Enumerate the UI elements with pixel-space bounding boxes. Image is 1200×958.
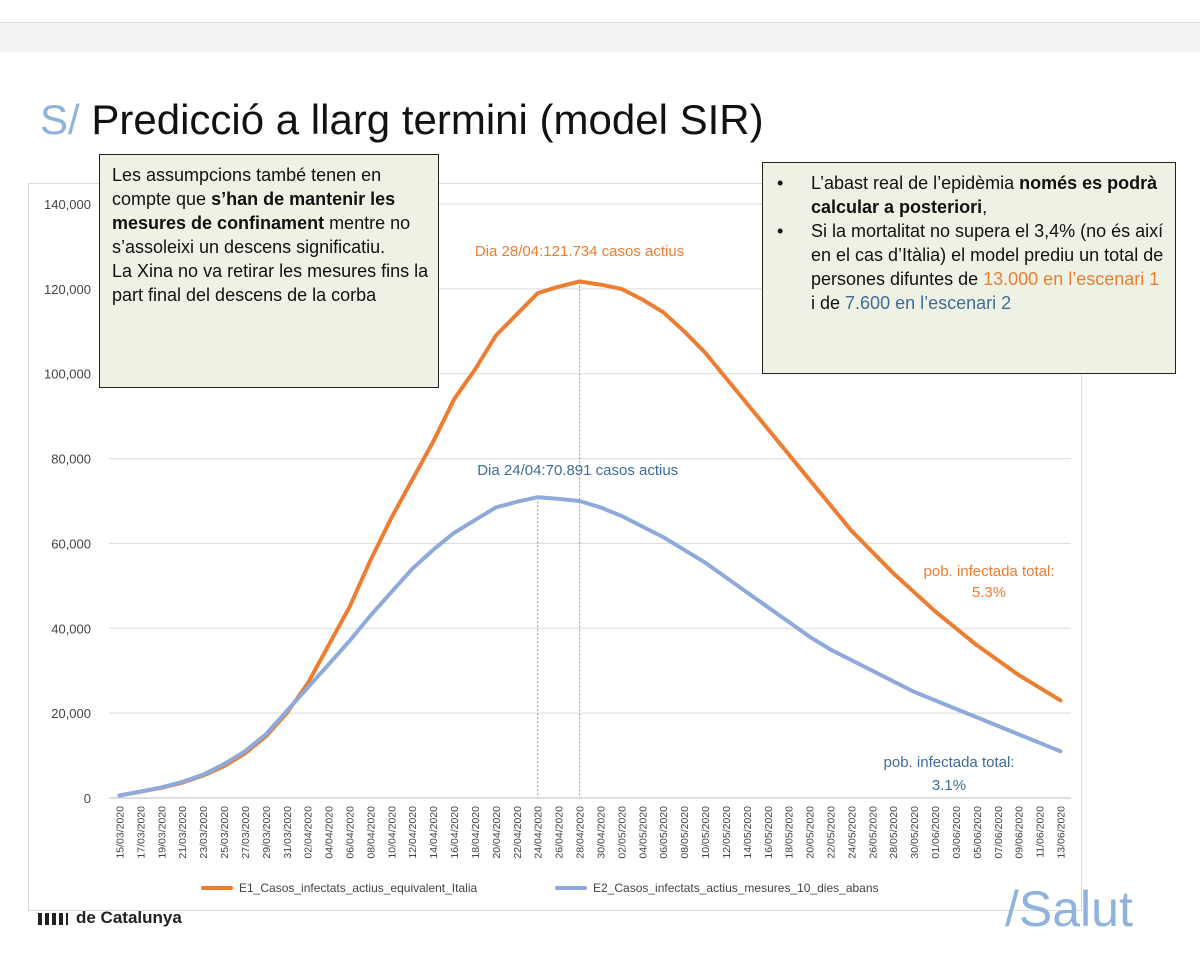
note-left-text-2: mentre no s’assoleixi un descens signifi… bbox=[112, 213, 411, 257]
x-tick-label: 14/05/2020 bbox=[742, 806, 754, 859]
x-tick-label: 30/05/2020 bbox=[909, 806, 921, 859]
item2-scenario-2: 7.600 en l’escenari 2 bbox=[845, 293, 1012, 313]
note-mortality-item-2: • Si la mortalitat no supera el 3,4% (no… bbox=[777, 219, 1167, 315]
item2-scenario-1: 13.000 en l’escenari 1 bbox=[983, 269, 1160, 289]
x-tick-label: 19/03/2020 bbox=[156, 806, 168, 859]
x-tick-label: 09/06/2020 bbox=[1014, 806, 1026, 859]
note-mortality-list: • L’abast real de l’epidèmia només es po… bbox=[777, 171, 1167, 315]
x-tick-label: 08/05/2020 bbox=[679, 806, 691, 859]
peak1-annotation: Dia 28/04:121.734 casos actius bbox=[475, 243, 684, 260]
note-mortality-item-1: • L’abast real de l’epidèmia només es po… bbox=[777, 171, 1167, 219]
x-tick-label: 28/04/2020 bbox=[575, 806, 587, 859]
x-tick-label: 13/06/2020 bbox=[1056, 806, 1068, 859]
bullet-icon: • bbox=[777, 221, 784, 241]
note-mortality: • L’abast real de l’epidèmia només es po… bbox=[762, 162, 1176, 374]
x-tick-label: 26/05/2020 bbox=[867, 806, 879, 859]
footer-salut-brand: /Salut bbox=[1005, 881, 1133, 937]
browser-top-bar bbox=[0, 0, 1200, 23]
item1-text-1: L’abast real de l’epidèmia bbox=[811, 173, 1020, 193]
x-tick-label: 22/04/2020 bbox=[512, 806, 524, 859]
y-tick-label: 60,000 bbox=[51, 536, 91, 551]
x-tick-label: 17/03/2020 bbox=[135, 806, 147, 859]
legend-label-1: E1_Casos_infectats_actius_equivalent_Ita… bbox=[239, 881, 477, 895]
item1-text-2: , bbox=[982, 197, 988, 217]
x-tick-label: 04/05/2020 bbox=[637, 806, 649, 859]
x-tick-label: 18/05/2020 bbox=[784, 806, 796, 859]
x-tick-label: 20/04/2020 bbox=[491, 806, 503, 859]
note-assumptions-p1: Les assumpcions també tenen en compte qu… bbox=[112, 163, 438, 259]
x-tick-label: 11/06/2020 bbox=[1035, 806, 1047, 858]
x-tick-label: 08/04/2020 bbox=[365, 806, 377, 859]
total1-annotation-line1: pob. infectada total: bbox=[924, 563, 1055, 580]
y-tick-label: 80,000 bbox=[51, 452, 91, 467]
x-tick-label: 30/04/2020 bbox=[595, 806, 607, 859]
x-tick-label: 22/05/2020 bbox=[826, 806, 838, 859]
x-tick-label: 12/04/2020 bbox=[407, 806, 419, 859]
x-tick-label: 26/04/2020 bbox=[554, 806, 566, 859]
x-tick-label: 18/04/2020 bbox=[470, 806, 482, 859]
x-tick-label: 02/04/2020 bbox=[303, 806, 315, 859]
page-title: S/ Predicció a llarg termini (model SIR) bbox=[40, 96, 764, 144]
legend-label-2: E2_Casos_infectats_actius_mesures_10_die… bbox=[593, 881, 879, 895]
x-tick-label: 21/03/2020 bbox=[177, 806, 189, 859]
y-tick-label: 0 bbox=[84, 791, 91, 806]
x-tick-label: 05/06/2020 bbox=[972, 806, 984, 859]
x-tick-label: 27/03/2020 bbox=[240, 806, 252, 859]
item2-text-1: Si la mortalitat no supera el 3,4% (no é… bbox=[811, 221, 1164, 289]
x-tick-label: 03/06/2020 bbox=[951, 806, 963, 859]
y-tick-label: 140,000 bbox=[44, 197, 91, 212]
x-tick-label: 31/03/2020 bbox=[282, 806, 294, 859]
series-line-2 bbox=[117, 495, 1063, 798]
note-assumptions-p2: La Xina no va retirar les mesures fins l… bbox=[112, 261, 429, 305]
x-tick-label: 10/05/2020 bbox=[700, 806, 712, 859]
peak2-annotation: Dia 24/04:70.891 casos actius bbox=[477, 462, 678, 479]
item1-bold: només es podrà calcular a posteriori bbox=[811, 173, 1158, 217]
bullet-icon: • bbox=[777, 173, 784, 193]
x-tick-label: 02/05/2020 bbox=[616, 806, 628, 859]
x-tick-label: 24/05/2020 bbox=[846, 806, 858, 859]
x-tick-label: 14/04/2020 bbox=[428, 806, 440, 859]
total2-annotation-line2: 3.1% bbox=[932, 777, 966, 794]
title-text: Predicció a llarg termini (model SIR) bbox=[91, 96, 764, 143]
total1-annotation-line2: 5.3% bbox=[972, 584, 1006, 601]
footer-generalitat-logo: de Catalunya bbox=[38, 908, 182, 928]
x-tick-label: 06/04/2020 bbox=[345, 806, 357, 859]
y-tick-label: 120,000 bbox=[44, 282, 91, 297]
x-tick-label: 15/03/2020 bbox=[114, 806, 126, 859]
x-tick-label: 12/05/2020 bbox=[721, 806, 733, 859]
x-tick-label: 06/05/2020 bbox=[658, 806, 670, 859]
item2-text-2: i de bbox=[811, 293, 846, 313]
x-tick-label: 10/04/2020 bbox=[386, 806, 398, 859]
y-tick-label: 100,000 bbox=[44, 367, 91, 382]
total2-annotation-line1: pob. infectada total: bbox=[884, 754, 1015, 771]
x-tick-label: 16/04/2020 bbox=[449, 806, 461, 859]
y-tick-label: 20,000 bbox=[51, 706, 91, 721]
title-prefix: S/ bbox=[40, 96, 80, 143]
note-left-text-1: Les assumpcions també tenen en compte qu… bbox=[112, 165, 382, 209]
x-tick-label: 28/05/2020 bbox=[888, 806, 900, 859]
x-tick-label: 07/06/2020 bbox=[993, 806, 1005, 859]
footer-logo-text: de Catalunya bbox=[76, 908, 182, 927]
generalitat-icon bbox=[38, 912, 68, 925]
x-tick-label: 16/05/2020 bbox=[763, 806, 775, 859]
x-tick-label: 04/04/2020 bbox=[324, 806, 336, 859]
note-assumptions: Les assumpcions també tenen en compte qu… bbox=[99, 154, 439, 388]
x-tick-label: 25/03/2020 bbox=[219, 806, 231, 859]
x-tick-label: 20/05/2020 bbox=[805, 806, 817, 859]
x-tick-label: 01/06/2020 bbox=[930, 806, 942, 859]
x-tick-label: 24/04/2020 bbox=[533, 806, 545, 859]
note-left-bold: s’han de mantenir les mesures de confina… bbox=[112, 189, 396, 233]
x-tick-label: 23/03/2020 bbox=[198, 806, 210, 859]
y-tick-label: 40,000 bbox=[51, 621, 91, 636]
x-tick-label: 29/03/2020 bbox=[261, 806, 273, 859]
